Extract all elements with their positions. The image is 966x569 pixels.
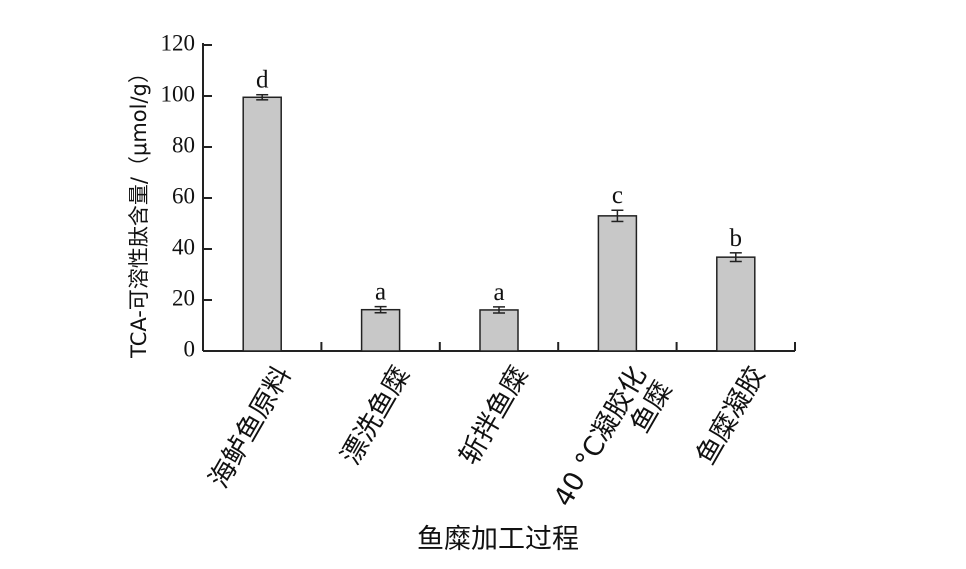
plot-area: 0 20 40 60 80 100 120 d 海鲈鱼原料 a 漂洗鱼糜 a 斩拌鱼糜 c 40 °C凝胶化… [161, 30, 796, 527]
bar [242, 96, 282, 352]
y-tick-label: 0 [184, 336, 196, 361]
significance-label: b [730, 225, 743, 252]
y-axis-title: TCA-可溶性肽含量/（μmol/g） [127, 62, 151, 359]
category-label: 斩拌鱼糜 [454, 361, 535, 470]
category-label-line: 斩拌鱼糜 [454, 361, 535, 470]
category-label-line: 漂洗鱼糜 [335, 361, 416, 470]
x-axis-title: 鱼糜加工过程 [417, 524, 579, 555]
category-label: 鱼糜凝胶 [691, 361, 772, 470]
significance-label: c [612, 182, 623, 209]
category-label: 海鲈鱼原料 [203, 361, 297, 493]
bar [479, 309, 519, 352]
y-tick-label: 20 [172, 285, 195, 310]
significance-label: a [375, 279, 386, 306]
category-label-line: 海鲈鱼原料 [203, 361, 297, 493]
category-label: 40 °C凝胶化鱼糜 [548, 361, 679, 527]
category-label: 漂洗鱼糜 [335, 361, 416, 470]
bar [716, 256, 756, 352]
y-tick-label: 100 [161, 81, 196, 106]
bar [360, 308, 401, 352]
significance-label: a [493, 279, 504, 306]
y-tick-label: 120 [161, 30, 196, 55]
y-tick-label: 80 [172, 132, 195, 157]
category-label-line: 40 °C凝胶化 [548, 361, 653, 512]
y-tick-label: 60 [172, 183, 195, 208]
y-tick-label: 40 [172, 234, 195, 259]
category-label-line: 鱼糜凝胶 [691, 361, 772, 470]
bar [597, 215, 638, 352]
significance-label: d [256, 67, 269, 94]
